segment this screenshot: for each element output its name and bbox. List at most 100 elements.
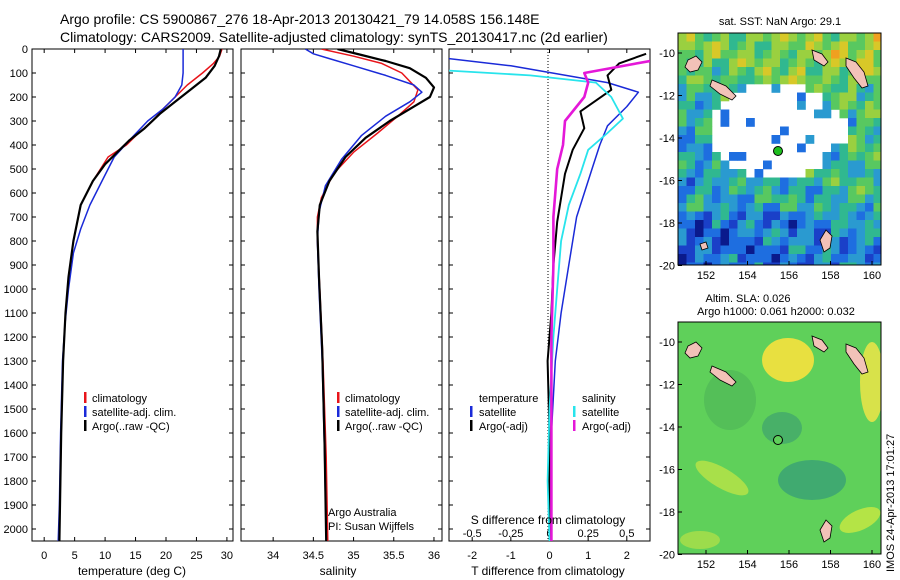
sst-cell [831,75,840,85]
sst-cell [763,211,772,221]
sst-cell [695,160,704,170]
x-tick-label: 1 [585,550,591,562]
sst-cell [805,237,815,246]
sst-cell [678,135,687,144]
sst-cell [737,50,747,59]
sst-cell [686,177,696,187]
sst-cell [805,58,815,68]
sst-cell [754,211,764,221]
legend-swatch-climatology [337,392,340,403]
sst-cell [737,186,747,195]
sst-cell [788,50,798,59]
coast-island [709,79,737,101]
sst-cell [678,186,687,195]
series-line-argo-raw-qc [58,49,222,541]
series-line-t-satellite [449,57,640,541]
y-tick-label: 2000 [4,524,28,536]
sst-cell [797,92,806,102]
sst-cell [746,186,755,195]
sst-cell [729,228,738,238]
coast-island [709,365,737,387]
sst-cell [695,50,704,59]
sst-cell [771,203,781,212]
sst-cell [780,186,789,195]
difference-y-ticks [449,48,650,530]
sst-cell [865,126,874,136]
x-tick-label: 36 [428,550,440,562]
sla-blob-light [695,460,749,496]
coast-island [819,229,833,253]
sst-cell [720,160,730,170]
sst-cell [678,67,687,76]
sst-cell [814,254,823,263]
legend-swatch-satellite [337,406,340,417]
sst-cell [839,143,849,153]
y-tick-label: 1200 [4,332,28,344]
sst-cell [729,186,738,195]
sst-cell [831,160,840,170]
coast-island [699,241,709,251]
sst-cell [720,33,730,42]
sst-cell [848,169,857,178]
sst-cell [780,33,789,42]
sst-cell [848,101,857,110]
sst-cell [780,41,789,51]
x-tick-label: 0 [546,550,552,562]
sst-cell [771,211,781,221]
sst-cell [865,211,874,221]
sst-cell [805,41,815,51]
sst-cell [839,58,849,68]
x-tick-label: -2 [467,550,477,562]
sst-cell [848,118,857,127]
sst-cell [712,254,721,263]
difference-xlabel-s: S difference from climatology [471,513,626,527]
sst-cell [703,75,713,85]
map-x-tick-label: 160 [863,270,881,282]
sst-cell [729,169,738,178]
sst-cell [754,41,764,51]
map-x-tick-label: 156 [780,270,798,282]
sst-cell [695,118,704,127]
sst-cell [780,67,789,76]
y-tick-label: 200 [10,92,28,104]
sst-cell [856,262,866,265]
sst-cell [771,84,781,93]
sst-map-title: sat. SST: NaN Argo: 29.1 [719,16,841,28]
sst-cell [848,33,857,42]
sst-cell [678,262,687,265]
legend-label-t-argo: Argo(-adj) [479,421,528,433]
sst-cell [720,262,730,265]
sst-cell [822,203,832,212]
sst-cell [763,262,772,265]
sst-cell [873,126,881,136]
sst-cell [797,203,806,212]
sst-cell [831,67,840,76]
sst-cell [678,194,687,204]
sst-cell [686,245,696,255]
legend-label-argo: Argo(..raw -QC) [92,421,170,433]
sst-cell [788,41,798,51]
sst-cell [780,237,789,246]
sst-cell [763,33,772,42]
sst-cell [678,33,687,42]
sst-map-panel: sat. SST: NaN Argo: 29.1 -10 -12 -14 -16 -18… [659,16,882,282]
sst-cell [797,220,806,229]
sst-cell [797,262,806,265]
sst-cell [848,92,857,102]
sst-cell [839,194,849,204]
sst-cell [763,194,772,204]
sst-cell [746,237,755,246]
sst-cell [797,211,806,221]
sst-cell [695,186,704,195]
sst-cell [805,186,815,195]
sst-cell [771,33,781,42]
y-tick-label: 700 [10,212,28,224]
legend-heading-salinity: salinity [582,393,616,405]
sst-cell [678,41,687,51]
sst-cell [797,237,806,246]
sst-cell [686,211,696,221]
header-line-1: Argo profile: CS 5900867_276 18-Apr-2013… [60,11,540,27]
salinity-panel: 34 34.5 35 35.5 36 salinity climatology sate… [240,48,443,578]
x-tick-label: 34.5 [303,550,324,562]
